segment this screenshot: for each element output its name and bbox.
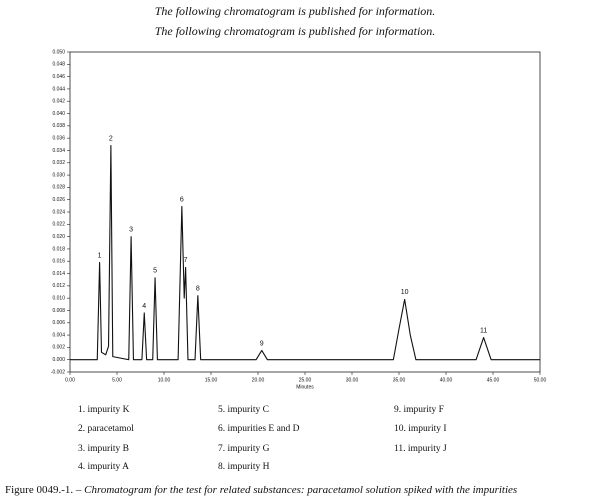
y-tick-label: 0.044 — [52, 86, 65, 92]
x-tick-label: 50.00 — [534, 377, 547, 383]
y-tick-label: 0.046 — [52, 74, 65, 80]
y-tick-label: 0.006 — [52, 320, 65, 326]
peak-label: 6 — [180, 196, 184, 203]
y-tick-label: 0.014 — [52, 271, 65, 277]
y-tick-label: 0.038 — [52, 123, 65, 129]
y-tick-label: 0.030 — [52, 172, 65, 178]
y-tick-label: 0.026 — [52, 197, 65, 203]
y-tick-label: 0.036 — [52, 135, 65, 141]
legend-entry: 1. impurity K — [78, 405, 130, 415]
x-tick-label: 15.00 — [205, 377, 218, 383]
y-tick-label: 0.010 — [52, 295, 65, 301]
y-tick-label: 0.032 — [52, 160, 65, 166]
y-tick-label: 0.024 — [52, 209, 65, 215]
y-tick-label: 0.008 — [52, 308, 65, 314]
legend-entry: 4. impurity A — [78, 462, 129, 472]
legend-entry: 7. impurity G — [218, 444, 270, 454]
peak-label: 5 — [153, 268, 157, 275]
legend-entry: 2. paracetamol — [78, 424, 134, 434]
legend-entry: 9. impurity F — [394, 405, 444, 415]
y-tick-label: -0.002 — [51, 369, 65, 375]
peak-label: 7 — [184, 257, 188, 264]
x-tick-label: 25.00 — [299, 377, 312, 383]
y-tick-label: 0.012 — [52, 283, 65, 289]
y-tick-label: 0.034 — [52, 148, 65, 154]
y-tick-label: 0.042 — [52, 99, 65, 105]
caption-text: Chromatogram for the test for related su… — [84, 484, 517, 496]
peak-label: 8 — [196, 286, 200, 293]
plot-frame — [69, 51, 541, 373]
x-tick-label: 5.00 — [112, 377, 122, 383]
legend-entry: 5. impurity C — [218, 405, 269, 415]
y-tick-label: 0.000 — [52, 357, 65, 363]
header-line: The following chromatogram is published … — [155, 4, 436, 18]
peak-label: 10 — [401, 289, 409, 296]
x-tick-label: 30.00 — [346, 377, 359, 383]
y-tick-label: 0.016 — [52, 259, 65, 265]
legend-entry: 3. impurity B — [78, 444, 129, 454]
trace — [70, 144, 540, 361]
x-tick-label: 20.00 — [252, 377, 265, 383]
header-line: The following chromatogram is published … — [155, 24, 436, 38]
legend-entry: 8. impurity H — [218, 462, 270, 472]
x-tick-label: 45.00 — [487, 377, 500, 383]
peak-label: 9 — [260, 340, 264, 347]
y-tick-label: 0.050 — [52, 49, 65, 55]
y-tick-label: 0.018 — [52, 246, 65, 252]
y-tick-label: 0.020 — [52, 234, 65, 240]
caption-label: Figure 0049.-1. – — [5, 484, 84, 496]
peak-label: 3 — [129, 226, 133, 233]
legend-entry: 6. impurities E and D — [218, 424, 300, 434]
peak-label: 1 — [98, 252, 102, 259]
y-tick-label: 0.040 — [52, 111, 65, 117]
caption: Figure 0049.-1. – Chromatogram for the t… — [5, 484, 517, 496]
legend-entry: 10. impurity I — [394, 424, 447, 434]
y-tick-label: 0.028 — [52, 185, 65, 191]
x-tick-label: 0.00 — [65, 377, 75, 383]
y-tick-label: 0.002 — [52, 345, 65, 351]
peak-label: 4 — [142, 303, 146, 310]
peak-label: 11 — [480, 327, 487, 334]
legend-entry: 11. impurity J — [394, 444, 447, 454]
x-tick-label: 10.00 — [158, 377, 171, 383]
y-tick-label: 0.048 — [52, 62, 65, 68]
x-axis-label: Minutes — [296, 384, 314, 390]
y-tick-label: 0.004 — [52, 332, 65, 338]
x-tick-label: 40.00 — [440, 377, 453, 383]
x-tick-label: 35.00 — [393, 377, 406, 383]
peak-label: 2 — [109, 135, 113, 142]
y-tick-label: 0.022 — [52, 222, 65, 228]
